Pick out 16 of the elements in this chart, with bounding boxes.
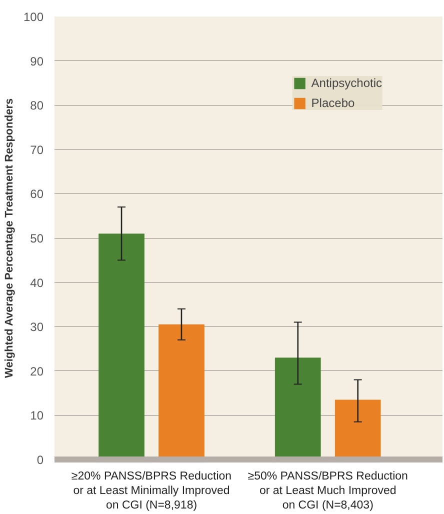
x-tick-label: ≥50% PANSS/BPRS Reduction or at Least Much Improved on CGI (N=8,403)	[248, 470, 408, 512]
legend-label: Placebo	[311, 96, 355, 110]
y-tick-label: 70	[30, 142, 44, 157]
y-tick-label: 0	[36, 453, 44, 467]
y-tick-label: 90	[30, 54, 44, 68]
y-tick-label: 10	[30, 408, 44, 423]
y-tick-label: 80	[30, 98, 44, 113]
y-tick-label: 50	[30, 232, 44, 246]
y-tick-label: 100	[23, 10, 44, 24]
x-tick-label: ≥20% PANSS/BPRS Reduction or at Least Minimally Improved on CGI (N=8,918)	[71, 470, 232, 512]
y-tick-label: 30	[30, 320, 44, 334]
legend-label: Antipsychotic	[311, 76, 382, 90]
y-tick-label: 60	[30, 187, 44, 202]
y-axis-title: Weighted Average Percentage Treatment Responders	[3, 98, 16, 378]
y-tick-label: 20	[30, 364, 44, 378]
y-tick-label: 40	[30, 276, 44, 290]
